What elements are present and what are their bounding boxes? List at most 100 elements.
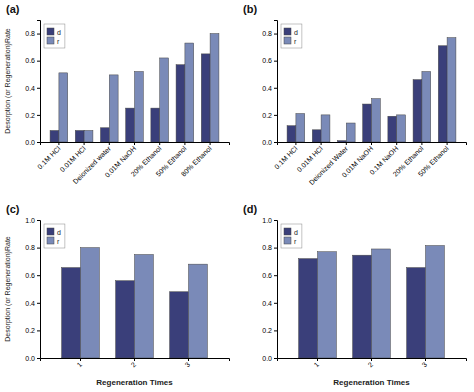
x-tick-mark [188,358,189,361]
bar [109,75,118,142]
y-tick-mark [37,115,40,116]
panel: 0.00.20.40.60.80.1M HCl0.01M HClDeionize… [243,3,467,186]
bars [62,248,208,358]
x-tick-mark [159,142,160,145]
y-tick-mark [274,358,277,359]
panel: 0.00.20.40.60.80.1M HCl0.01M HClDeionize… [4,3,230,185]
legend-label: d [57,229,61,236]
bar [126,108,135,142]
y-axis-line [274,221,278,359]
bar [287,126,296,142]
y-tick: 0.8 [25,30,40,37]
bar [50,130,59,142]
bar [372,249,391,358]
y-tick: 0.4 [262,300,277,307]
y-tick-label: 1.0 [262,217,272,224]
x-tick: 2 [367,358,375,368]
legend-frame [44,224,65,248]
x-tick-label: 2 [367,361,375,369]
y-tick-label: 0.4 [262,85,272,92]
y-tick-label: 0.0 [262,139,272,146]
y-tick-label: 1.0 [25,217,35,224]
bar [321,115,330,142]
y-axis: 0.00.20.40.60.81.0 [262,217,277,362]
bar [363,104,372,142]
y-tick: 0.4 [25,300,40,307]
x-axis-line [41,359,230,362]
y-tick: 0.8 [262,244,277,251]
y-tick-mark [274,330,277,331]
legend: dr [281,224,302,248]
y-axis: 0.00.20.40.60.8 [25,21,40,146]
x-tick-label: Deionized Water [308,144,350,186]
panel: 0.00.20.40.60.81.0123Regeneration Times(… [243,203,467,387]
panel: 0.00.20.40.60.81.0123Desorption (or Rege… [4,203,230,387]
x-tick-mark [321,142,322,145]
legend-label: d [57,29,61,36]
legend-swatch [47,228,54,235]
legend-label: d [294,29,298,36]
legend-swatch [47,28,54,35]
y-tick-label: 0.0 [25,355,35,362]
x-tick-mark [210,142,211,145]
legend-label: r [57,38,60,45]
y-axis-title: Desorption (or Regeneration)Rate [4,236,12,342]
bar [426,246,445,358]
y-tick-mark [274,220,277,221]
bar [346,123,355,142]
bar [135,72,144,142]
y-tick-mark [37,220,40,221]
y-tick-mark [274,275,277,276]
y-tick-label: 0.8 [25,30,35,37]
y-tick-label: 0.6 [25,272,35,279]
y-tick: 0.8 [262,30,277,37]
x-tick: 0.1M HCl [36,142,62,170]
x-axis-title: Regeneration Times [96,378,173,387]
panel-label: (a) [6,3,20,15]
x-axis-title: Regeneration Times [333,378,410,387]
x-tick: 1 [76,358,84,368]
legend-label: r [294,238,297,245]
bar [201,54,210,142]
bar [372,99,381,142]
bar [62,268,81,358]
legend-label: d [294,229,298,236]
x-tick-mark [447,142,448,145]
y-tick: 0.0 [25,355,40,362]
bar [407,268,426,358]
y-tick-mark [274,34,277,35]
y-tick: 0.6 [262,57,277,64]
bar [176,65,185,142]
legend-frame [281,24,302,48]
x-axis-line [41,143,230,146]
bars [299,246,445,358]
figure: 0.0 0.2 0.4 0.6 0.8 0.1M HCl0.01M HClDeionize… [0,0,474,392]
x-tick: 3 [421,358,429,368]
x-tick: Deionized Water [308,142,350,186]
y-tick: 0.6 [262,272,277,279]
y-tick: 0.2 [262,112,277,119]
x-tick-mark [134,358,135,361]
x-axis: 0.1M HCl0.01M HClDeionized water0.01M Na… [36,142,229,185]
y-axis-line [37,21,41,143]
y-tick-mark [37,142,40,143]
y-tick-mark [37,275,40,276]
y-axis-line [274,21,278,143]
x-tick: 2 [130,358,138,368]
legend-swatch [284,237,291,244]
y-tick-mark [274,248,277,249]
legend: dr [281,24,302,48]
y-tick: 0.6 [25,57,40,64]
x-tick: 80% Ethanol [180,142,213,178]
y-tick: 0.6 [25,272,40,279]
y-tick-label: 0.4 [262,300,272,307]
bars [287,38,456,142]
y-tick-mark [274,61,277,62]
x-tick-mark [371,358,372,361]
x-tick: 0.1M HCl [273,142,299,170]
bar [116,281,135,358]
x-tick-label: 1 [76,361,84,369]
x-tick-mark [184,142,185,145]
bar [318,252,337,358]
y-tick-label: 0.8 [262,244,272,251]
